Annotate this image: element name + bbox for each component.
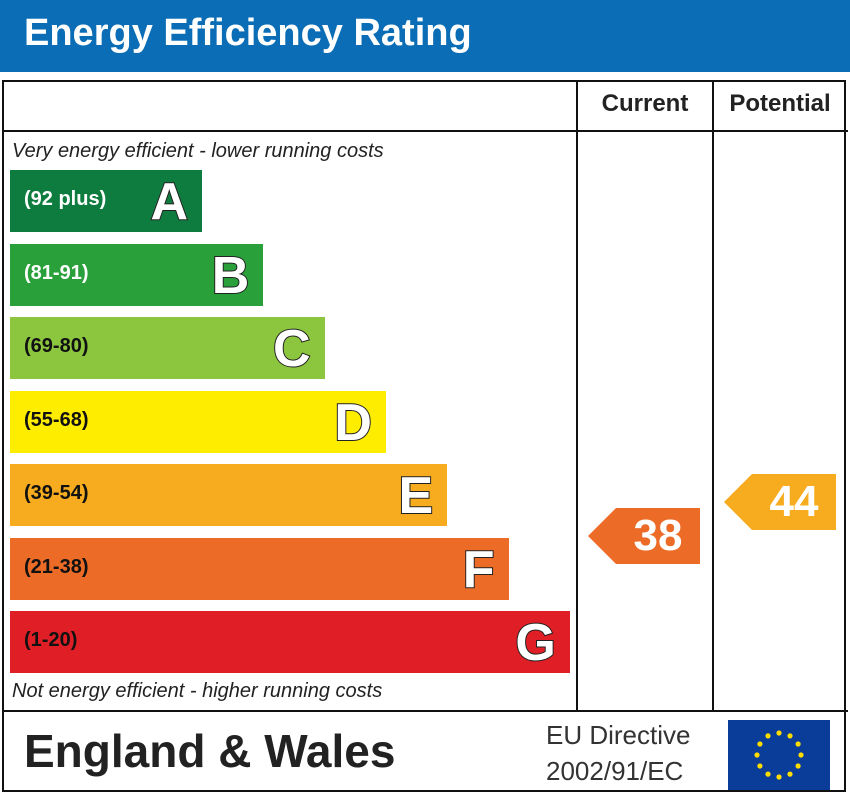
eu-directive-label: EU Directive bbox=[546, 720, 691, 750]
header-row-divider bbox=[2, 130, 848, 132]
current-column-divider bbox=[576, 80, 578, 712]
band-d: (55-68) D bbox=[10, 390, 386, 453]
potential-column-divider bbox=[712, 80, 714, 712]
eu-star-icon bbox=[765, 733, 771, 739]
potential-rating-arrow: 44 bbox=[724, 474, 836, 530]
current-rating-arrow: 38 bbox=[588, 507, 700, 564]
eu-star-icon bbox=[757, 763, 763, 769]
eu-star-icon bbox=[798, 752, 804, 758]
band-a: (92 plus) A bbox=[10, 170, 202, 232]
band-f: (21-38) F bbox=[10, 537, 509, 600]
eu-star-icon bbox=[795, 763, 801, 769]
rating-frame bbox=[2, 80, 846, 792]
potential-rating-value: 44 bbox=[769, 477, 819, 526]
eu-star-icon bbox=[754, 752, 760, 758]
band-range-label: (21-38) bbox=[24, 555, 89, 578]
band-letter-label: B bbox=[211, 246, 251, 306]
band-letter-label: F bbox=[462, 540, 496, 600]
band-e: (39-54) E bbox=[10, 464, 448, 526]
top-note: Very energy efficient - lower running co… bbox=[12, 140, 384, 162]
band-range-label: (1-20) bbox=[24, 629, 78, 651]
eu-star-icon bbox=[776, 774, 782, 780]
band-letter-label: G bbox=[514, 613, 556, 673]
band-letter-label: C bbox=[272, 319, 312, 379]
band-range-label: (55-68) bbox=[24, 408, 89, 431]
band-letter-label: E bbox=[398, 466, 435, 526]
band-range-label: (69-80) bbox=[24, 335, 89, 357]
band-range-label: (81-91) bbox=[24, 261, 89, 284]
eu-directive-code: 2002/91/EC bbox=[546, 756, 684, 786]
band-letter-label: A bbox=[149, 172, 189, 232]
band-range-label: (92 plus) bbox=[24, 188, 107, 210]
eu-star-icon bbox=[795, 741, 801, 747]
eu-star-icon bbox=[787, 771, 793, 777]
eu-flag-icon bbox=[728, 720, 830, 790]
page-title: Energy Efficiency Rating bbox=[24, 12, 472, 54]
band-range-label: (39-54) bbox=[24, 482, 89, 504]
band-c: (69-80) C bbox=[10, 317, 325, 379]
eu-star-icon bbox=[757, 741, 763, 747]
header-bar: Energy Efficiency Rating bbox=[0, 0, 850, 72]
bottom-note: Not energy efficient - higher running co… bbox=[12, 680, 383, 702]
eu-star-icon bbox=[787, 733, 793, 739]
eu-star-icon bbox=[765, 771, 771, 777]
band-g: (1-20) G bbox=[10, 611, 570, 673]
eu-star-icon bbox=[776, 730, 782, 736]
band-b: (81-91) B bbox=[10, 243, 264, 306]
footer-row-divider bbox=[2, 710, 848, 712]
potential-column-header: Potential bbox=[729, 90, 831, 117]
current-rating-value: 38 bbox=[633, 510, 683, 560]
current-column-header: Current bbox=[601, 90, 689, 117]
region-label: England & Wales bbox=[24, 725, 396, 777]
band-letter-label: D bbox=[333, 393, 373, 453]
